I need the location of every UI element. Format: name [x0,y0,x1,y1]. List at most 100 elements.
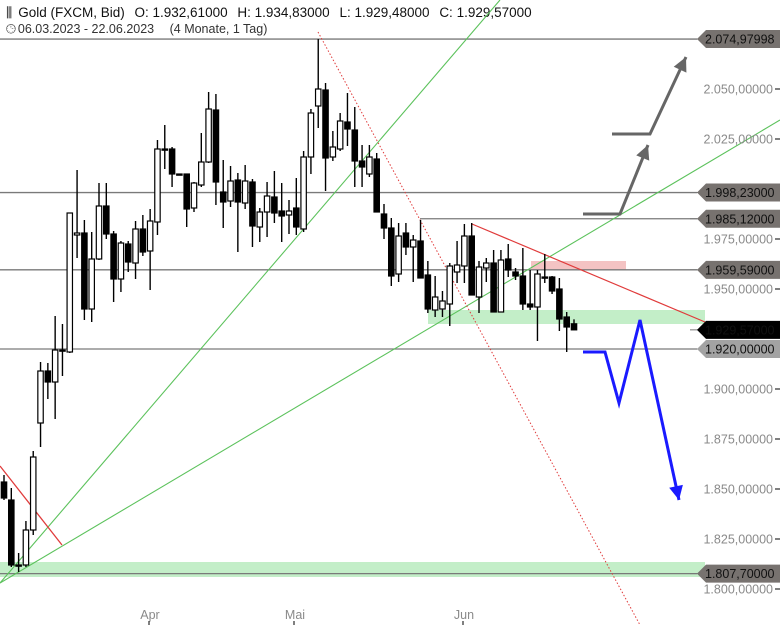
candle-body [468,235,475,296]
y-tick-label: 1.900,00000 [703,383,773,397]
candle-body [336,120,344,150]
candle-body [0,481,8,499]
candle-body [168,148,176,175]
candle [409,235,417,282]
candle-body [161,148,169,151]
candle-body [358,160,366,168]
support-zone-low [0,562,705,577]
candle [154,140,161,235]
candle-body [8,499,15,566]
candle [183,173,190,227]
candle [161,125,169,169]
level-label-bg [697,260,780,279]
candle [29,451,37,535]
candle-body [227,180,234,202]
y-tick-label: 1.875,00000 [703,433,773,447]
open-value: O: 1.932,61000 [134,5,228,20]
candle-body [139,228,147,253]
candle [51,316,59,419]
candle-body [81,232,88,310]
price-level-label: 1.985,12000 [690,209,780,228]
level-label-text: 1.959,59000 [705,263,775,277]
candle-body [314,88,322,107]
candle-body [15,564,22,567]
trendline-green-shallow [0,119,780,584]
candle-body [570,323,578,331]
y-tick-label: 1.800,00000 [703,583,773,597]
candle-body [88,258,95,310]
candle [219,160,227,228]
candle [556,278,563,331]
candle-body [110,233,117,280]
target-arrow-1-path [583,144,650,216]
y-tick-label: 2.025,00000 [703,133,773,147]
candle [37,362,44,447]
candle [285,200,293,234]
candle-body [300,156,307,230]
candle-body [198,161,205,186]
candle [439,291,446,317]
candle [293,178,300,235]
y-tick-label: 2.050,00000 [703,83,773,97]
candle-body [285,210,293,216]
candle-body [29,456,37,531]
price-level-label: 2.074,97998 [690,30,780,49]
candle-body [263,195,271,213]
x-axis-label: Apr [140,608,159,622]
candle-body [424,274,432,310]
candle-body [417,240,424,279]
date-range: 06.03.2023 - 22.06.2023 [17,22,155,36]
scenario-arrow-down-head [669,484,683,500]
instrument-name: Gold (FXCM, Bid) [18,5,125,20]
candle-body [154,148,161,223]
candle-body [453,264,461,273]
candle-body [563,316,570,328]
close-value: C: 1.929,57000 [439,5,532,20]
level-label-bg [697,209,780,228]
target-arrow-1-head [636,145,650,161]
candle [461,224,468,283]
candle [490,250,497,313]
candle [132,221,139,279]
candle [59,324,66,376]
target-arrow-2 [612,56,688,136]
candle-body [395,235,402,275]
candle [198,133,205,187]
candle-body [541,276,549,279]
candle-body [366,156,373,175]
y-tick-label: 1.850,00000 [703,483,773,497]
candle [168,147,176,187]
candle-body [409,239,417,248]
candle-body [124,243,132,263]
candle [66,212,74,353]
candle [81,220,88,320]
candle-body [461,235,468,267]
target-arrow-1 [583,144,650,216]
indicator-bars-icon[interactable]: ⫼ [6,5,13,20]
candle-body [103,205,110,235]
candle [344,93,351,146]
candle [329,131,337,161]
level-label-text: 1.807,70000 [705,567,775,581]
candle [73,170,81,258]
x-axis-label: Mai [285,608,305,622]
candle-body [504,258,512,271]
price-level-label: 1.998,23000 [690,183,780,202]
level-label-bg [697,340,780,358]
candle-body [241,180,249,204]
price-level-label: 1.807,70000 [690,564,780,583]
candle [205,92,212,163]
candle [336,113,344,151]
candle [190,182,198,212]
level-label-bg [697,30,780,49]
level-label-text: 1.998,23000 [705,186,775,200]
candle-body [44,370,52,383]
candle [249,179,256,247]
candle [526,270,534,310]
candle [124,241,132,272]
candle-body [212,109,220,183]
candle-body [512,271,519,277]
candle [497,250,505,313]
chart-header: ⫼ Gold (FXCM, Bid) O: 1.932,61000 H: 1.93… [6,4,538,38]
